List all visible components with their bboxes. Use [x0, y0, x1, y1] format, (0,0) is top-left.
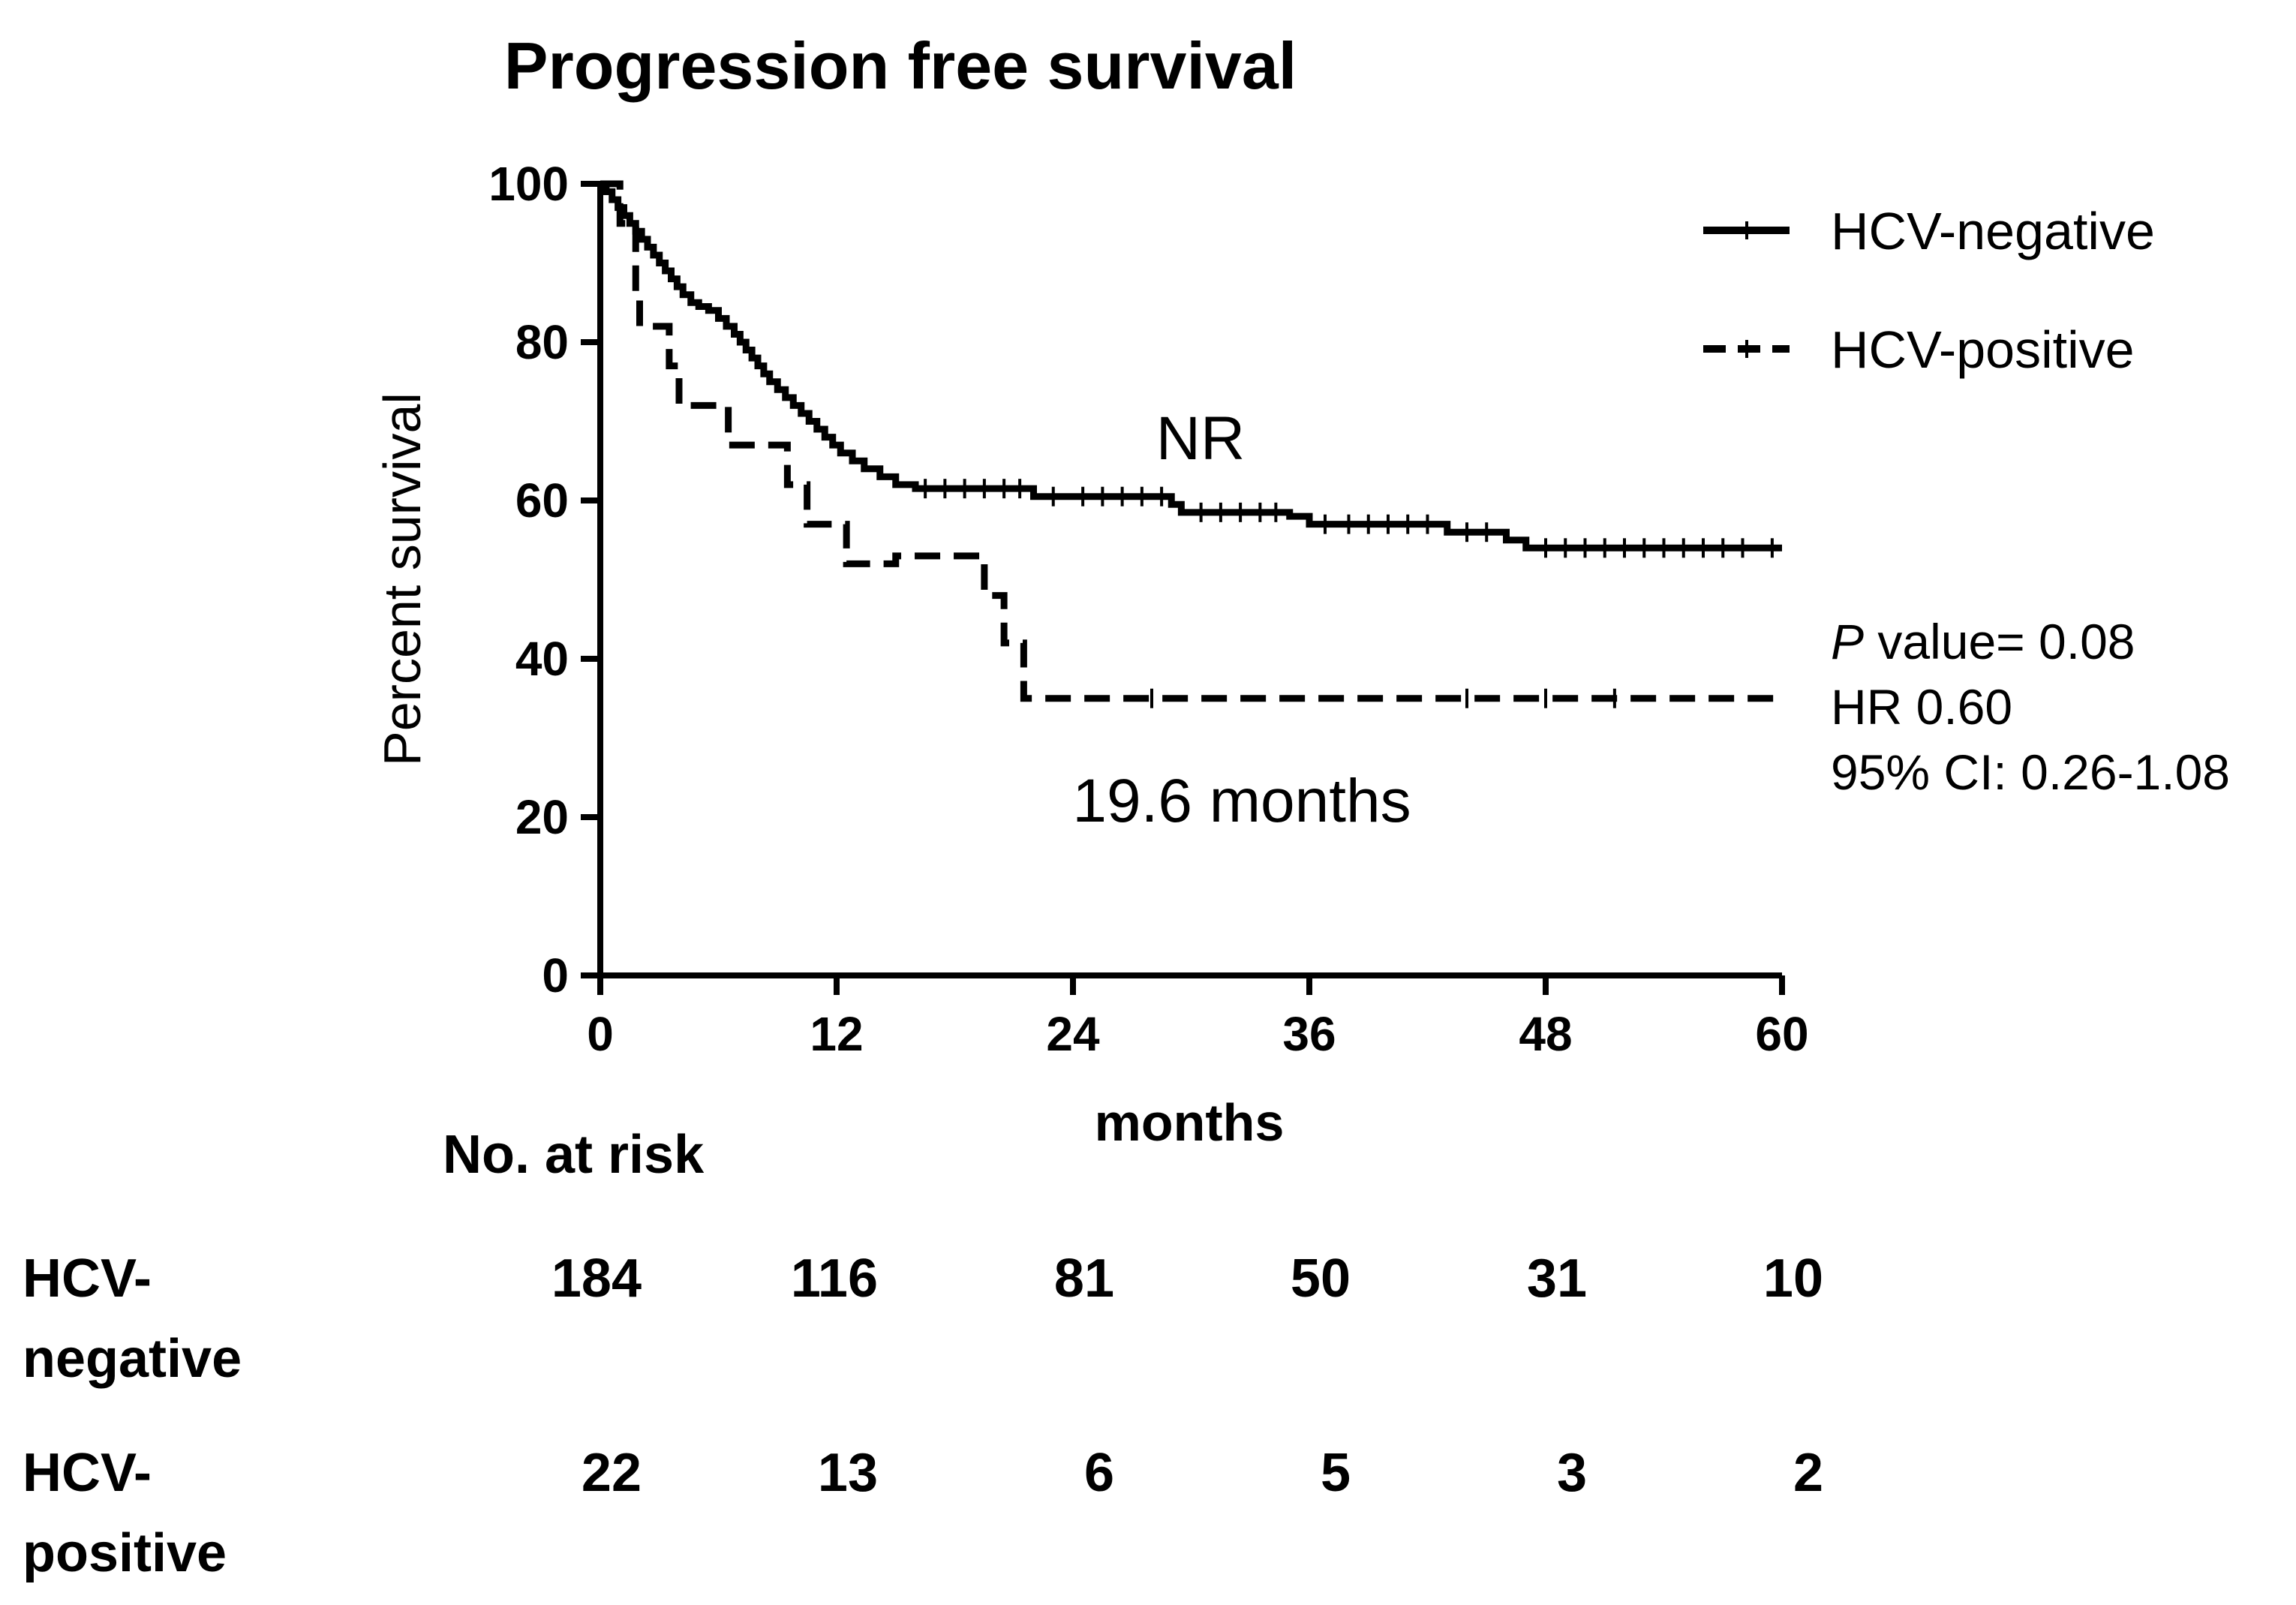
x-axis-label: months [1095, 1093, 1285, 1152]
y-tick-label: 60 [515, 473, 569, 527]
legend-label-hcv-positive: HCV-positive [1831, 320, 2135, 379]
risk-table: No. at risk HCV- negative HCV- positive … [23, 1125, 1823, 1583]
x-tick-label: 24 [1046, 1007, 1100, 1061]
legend: HCV-negative HCV-positive [1703, 202, 2155, 379]
risk-value: 50 [1291, 1249, 1351, 1309]
y-tick-label: 100 [488, 157, 569, 211]
risk-value: 10 [1763, 1249, 1823, 1309]
risk-values: 184 116 81 50 31 10 22 13 6 5 3 2 [551, 1249, 1823, 1503]
x-tick-label: 12 [810, 1007, 863, 1061]
p-label: P [1831, 614, 1864, 669]
stats-block: P value= 0.08 HR 0.60 95% CI: 0.26-1.08 [1831, 614, 2230, 800]
y-axis-label: Percent survival [373, 392, 431, 766]
hazard-ratio: HR 0.60 [1831, 679, 2012, 735]
y-ticks: 0 20 40 60 80 100 [488, 157, 600, 1002]
risk-value: 5 [1321, 1443, 1351, 1503]
risk-row-label-positive-line2: positive [23, 1523, 227, 1583]
y-tick-label: 40 [515, 632, 569, 686]
risk-value: 184 [551, 1249, 642, 1309]
series-layer [600, 180, 1782, 708]
risk-row-label-negative-line2: negative [23, 1329, 242, 1389]
risk-value: 13 [818, 1443, 878, 1503]
series-line-hcv-negative [600, 180, 1782, 552]
confidence-interval: 95% CI: 0.26-1.08 [1831, 744, 2230, 800]
series-line-hcv-positive [600, 180, 1782, 702]
x-ticks: 0 12 24 36 48 60 [587, 975, 1809, 1061]
annotation-nr: NR [1156, 404, 1245, 473]
y-tick-label: 20 [515, 790, 569, 844]
risk-value: 81 [1054, 1249, 1114, 1309]
risk-row-label-negative-line1: HCV- [23, 1249, 152, 1309]
y-tick-label: 80 [515, 315, 569, 369]
x-tick-label: 60 [1755, 1007, 1808, 1061]
risk-row-label-positive-line1: HCV- [23, 1443, 152, 1503]
risk-value: 6 [1084, 1443, 1114, 1503]
risk-value: 31 [1527, 1249, 1587, 1309]
y-tick-label: 0 [542, 948, 569, 1002]
axes [597, 184, 1782, 978]
chart-title: Progression free survival [504, 29, 1297, 103]
risk-value: 3 [1557, 1443, 1587, 1503]
annotation-median: 19.6 months [1072, 767, 1411, 835]
x-tick-label: 48 [1519, 1007, 1572, 1061]
p-value: value= 0.08 [1864, 614, 2135, 669]
p-value-text: P value= 0.08 [1831, 614, 2135, 669]
x-tick-label: 0 [587, 1007, 614, 1061]
legend-label-hcv-negative: HCV-negative [1831, 202, 2155, 260]
x-tick-label: 36 [1282, 1007, 1336, 1061]
risk-value: 22 [582, 1443, 642, 1503]
risk-table-header: No. at risk [443, 1125, 705, 1185]
risk-value: 2 [1793, 1443, 1823, 1503]
risk-value: 116 [791, 1249, 878, 1309]
